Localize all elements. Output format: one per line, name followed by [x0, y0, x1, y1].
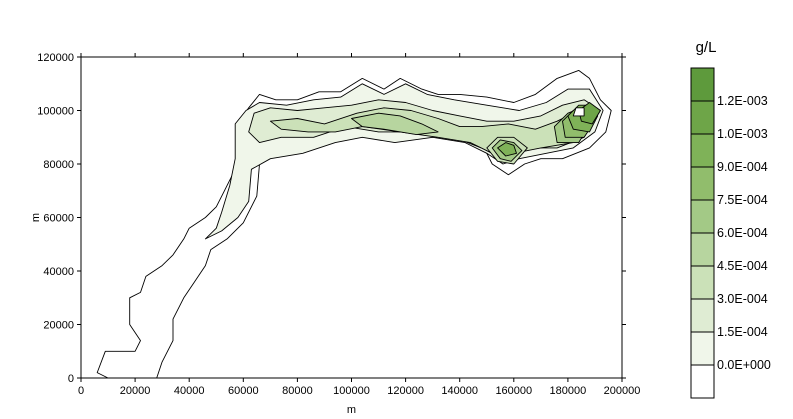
y-tick-label: 40000: [43, 266, 74, 278]
legend-swatch: [690, 265, 715, 300]
legend-swatch: [690, 232, 715, 267]
legend-label: 9.0E-004: [717, 160, 768, 174]
y-tick-label: 80000: [43, 159, 74, 171]
legend-label: 7.5E-004: [717, 193, 768, 207]
x-tick-label: 180000: [550, 385, 587, 397]
x-tick-label: 60000: [228, 385, 259, 397]
y-tick-label: 100000: [37, 106, 74, 118]
legend-swatch: [690, 133, 715, 168]
x-axis-label: m: [347, 404, 356, 416]
x-tick-label: 20000: [120, 385, 151, 397]
legend-label: 1.5E-004: [717, 325, 768, 339]
x-tick-label: 120000: [387, 385, 424, 397]
x-tick-label: 100000: [333, 385, 370, 397]
y-tick-label: 0: [68, 373, 74, 385]
legend-swatch: [690, 100, 715, 135]
legend-swatch: [690, 67, 715, 102]
contour-fills: [96, 69, 612, 379]
contour-region-12: [572, 107, 585, 117]
legend-label: 1.0E-003: [717, 127, 768, 141]
x-tick-label: 160000: [495, 385, 532, 397]
legend-label: 6.0E-004: [717, 226, 768, 240]
legend-swatch: [690, 166, 715, 201]
y-axis-label: m: [30, 213, 42, 222]
legend-swatch: [690, 199, 715, 234]
legend-swatch: [690, 331, 715, 366]
y-tick-label: 120000: [37, 52, 74, 64]
x-axis: 0 20000 40000 60000 80000 100000 120000 140000 1…: [78, 53, 640, 397]
legend-label: 4.5E-004: [717, 259, 768, 273]
y-tick-label: 60000: [43, 213, 74, 225]
contour-region-11: [497, 142, 517, 157]
x-tick-label: 200000: [604, 385, 641, 397]
y-tick-label: 20000: [43, 320, 74, 332]
legend-label: 3.0E-004: [717, 292, 768, 306]
legend-title: g/L: [696, 39, 717, 56]
x-tick-label: 140000: [441, 385, 478, 397]
x-tick-label: 80000: [282, 385, 313, 397]
contour-region-4: [351, 112, 439, 136]
legend-label: 0.0E+000: [717, 358, 771, 372]
legend-swatch: [690, 364, 715, 399]
legend-label: 1.2E-003: [717, 94, 768, 108]
y-axis: 0 20000 40000 60000 80000 100000 120000: [37, 52, 626, 385]
legend-swatch: [690, 298, 715, 333]
legend: 1.2E-003 1.0E-003 9.0E-004 7.5E-004 6.0E-004…: [690, 67, 771, 399]
x-tick-label: 40000: [174, 385, 205, 397]
x-tick-label: 0: [78, 385, 84, 397]
